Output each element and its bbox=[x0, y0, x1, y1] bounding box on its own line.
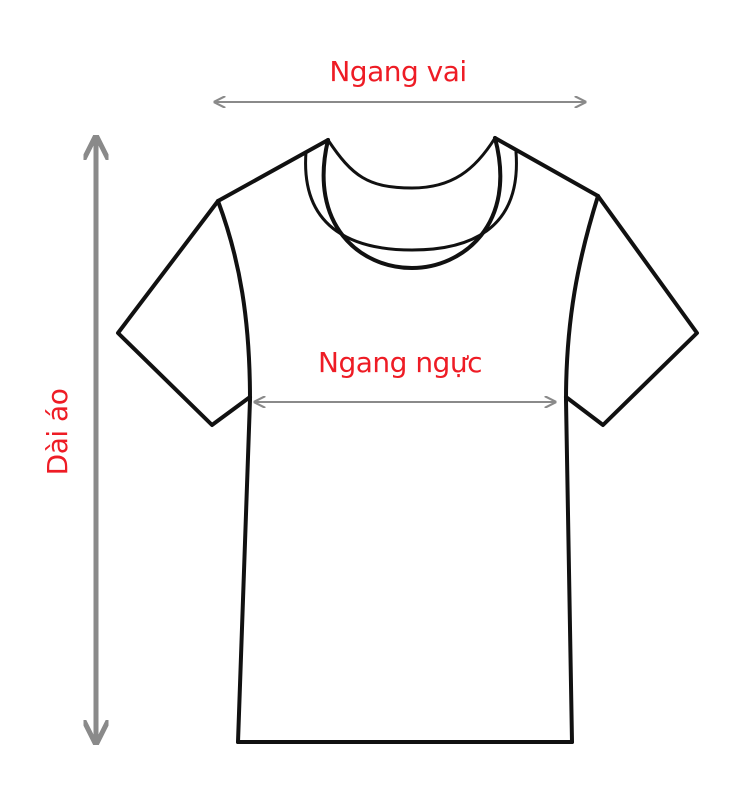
shoulder-width-label: Ngang vai bbox=[329, 55, 467, 88]
collar-inner bbox=[326, 136, 497, 190]
left-body-side bbox=[216, 199, 252, 744]
tshirt-outline bbox=[116, 136, 699, 744]
collar-band bbox=[304, 150, 518, 252]
right-shoulder-line bbox=[493, 136, 600, 198]
right-body-side bbox=[564, 194, 600, 744]
right-sleeve bbox=[564, 194, 699, 427]
left-shoulder-line bbox=[216, 138, 330, 203]
collar-outer bbox=[321, 136, 503, 270]
chest-width-label: Ngang ngực bbox=[318, 346, 482, 379]
left-sleeve bbox=[116, 199, 252, 427]
shirt-length-label: Dài áo bbox=[41, 388, 74, 476]
